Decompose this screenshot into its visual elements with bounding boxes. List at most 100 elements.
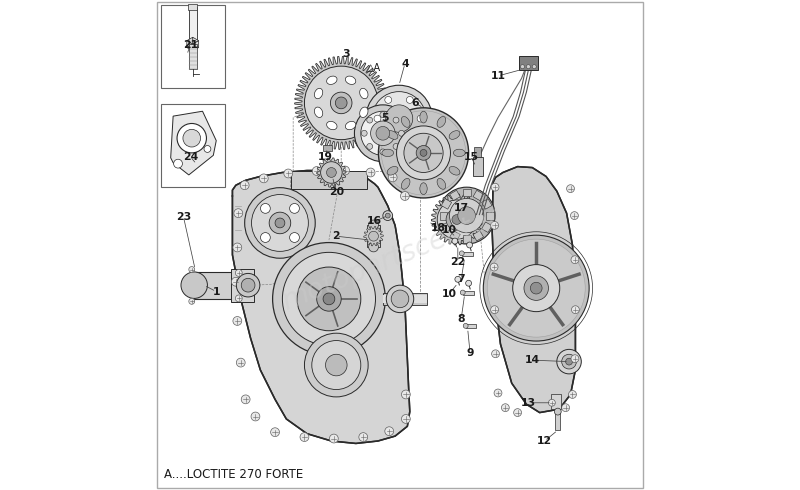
Polygon shape (193, 37, 198, 44)
Circle shape (526, 65, 530, 69)
Bar (383, 295, 427, 303)
Circle shape (459, 251, 464, 256)
Circle shape (483, 235, 589, 341)
Circle shape (374, 115, 381, 122)
Bar (161, 5, 225, 88)
Circle shape (513, 265, 560, 312)
Circle shape (312, 167, 321, 175)
Text: 12: 12 (537, 436, 552, 446)
Circle shape (566, 358, 573, 365)
Circle shape (452, 215, 462, 224)
Bar (291, 172, 367, 189)
Circle shape (571, 306, 579, 314)
Bar (189, 7, 197, 44)
Polygon shape (492, 167, 575, 413)
Polygon shape (431, 194, 482, 245)
Text: 21: 21 (182, 40, 198, 50)
Polygon shape (462, 189, 470, 196)
Bar (194, 272, 248, 299)
Circle shape (261, 233, 270, 243)
Circle shape (388, 173, 397, 182)
Circle shape (359, 433, 368, 441)
Circle shape (391, 290, 409, 308)
Circle shape (174, 159, 182, 168)
Circle shape (386, 213, 390, 218)
Ellipse shape (314, 88, 322, 98)
Circle shape (245, 188, 315, 258)
Polygon shape (186, 37, 193, 44)
Text: 1: 1 (213, 287, 220, 296)
Text: 18: 18 (430, 223, 446, 233)
Ellipse shape (420, 183, 427, 195)
Polygon shape (450, 190, 460, 200)
Circle shape (524, 276, 549, 300)
Polygon shape (473, 231, 483, 241)
Circle shape (490, 306, 498, 314)
Circle shape (181, 272, 207, 298)
Circle shape (305, 66, 378, 140)
Circle shape (554, 408, 562, 415)
Ellipse shape (346, 122, 356, 130)
Circle shape (570, 212, 578, 220)
Circle shape (385, 97, 392, 103)
Circle shape (566, 185, 574, 193)
Circle shape (236, 273, 260, 297)
Circle shape (406, 134, 414, 141)
Text: 23: 23 (176, 212, 191, 221)
Circle shape (236, 358, 245, 367)
Text: 5: 5 (382, 113, 389, 122)
Circle shape (189, 298, 194, 304)
Text: 20: 20 (329, 187, 344, 197)
Circle shape (275, 218, 285, 228)
Polygon shape (462, 235, 470, 243)
Circle shape (385, 427, 394, 436)
Circle shape (466, 280, 471, 286)
Ellipse shape (449, 131, 460, 139)
Ellipse shape (360, 88, 368, 98)
Text: △A: △A (367, 63, 382, 73)
Ellipse shape (402, 178, 410, 189)
Circle shape (385, 134, 392, 141)
Circle shape (398, 130, 405, 136)
Circle shape (571, 355, 579, 363)
Circle shape (305, 333, 368, 397)
Polygon shape (193, 41, 198, 48)
Text: 3: 3 (342, 49, 350, 59)
Text: 4: 4 (401, 59, 409, 69)
Circle shape (317, 287, 341, 311)
Polygon shape (482, 222, 492, 232)
Circle shape (490, 221, 498, 229)
Polygon shape (294, 56, 388, 149)
Ellipse shape (326, 122, 337, 130)
Text: 15: 15 (463, 152, 478, 162)
Bar (462, 291, 474, 295)
Circle shape (466, 242, 473, 248)
Circle shape (569, 391, 577, 398)
Bar (473, 157, 483, 176)
Circle shape (402, 390, 410, 399)
Bar (474, 147, 482, 157)
Polygon shape (317, 158, 346, 187)
Ellipse shape (437, 178, 446, 189)
Polygon shape (450, 231, 460, 241)
Circle shape (397, 126, 450, 180)
Circle shape (460, 290, 465, 295)
Circle shape (490, 263, 498, 271)
Circle shape (261, 203, 270, 213)
Text: 10: 10 (442, 289, 457, 299)
Circle shape (369, 242, 378, 252)
Circle shape (491, 183, 499, 191)
Circle shape (417, 115, 424, 122)
Ellipse shape (449, 167, 460, 175)
Circle shape (487, 239, 586, 337)
Bar (383, 293, 427, 305)
Bar (518, 56, 538, 70)
Circle shape (273, 243, 386, 355)
Circle shape (189, 267, 194, 272)
Circle shape (312, 341, 361, 390)
Circle shape (290, 233, 299, 243)
Ellipse shape (387, 167, 398, 175)
Circle shape (321, 162, 342, 183)
Circle shape (376, 126, 390, 140)
Circle shape (335, 97, 347, 109)
